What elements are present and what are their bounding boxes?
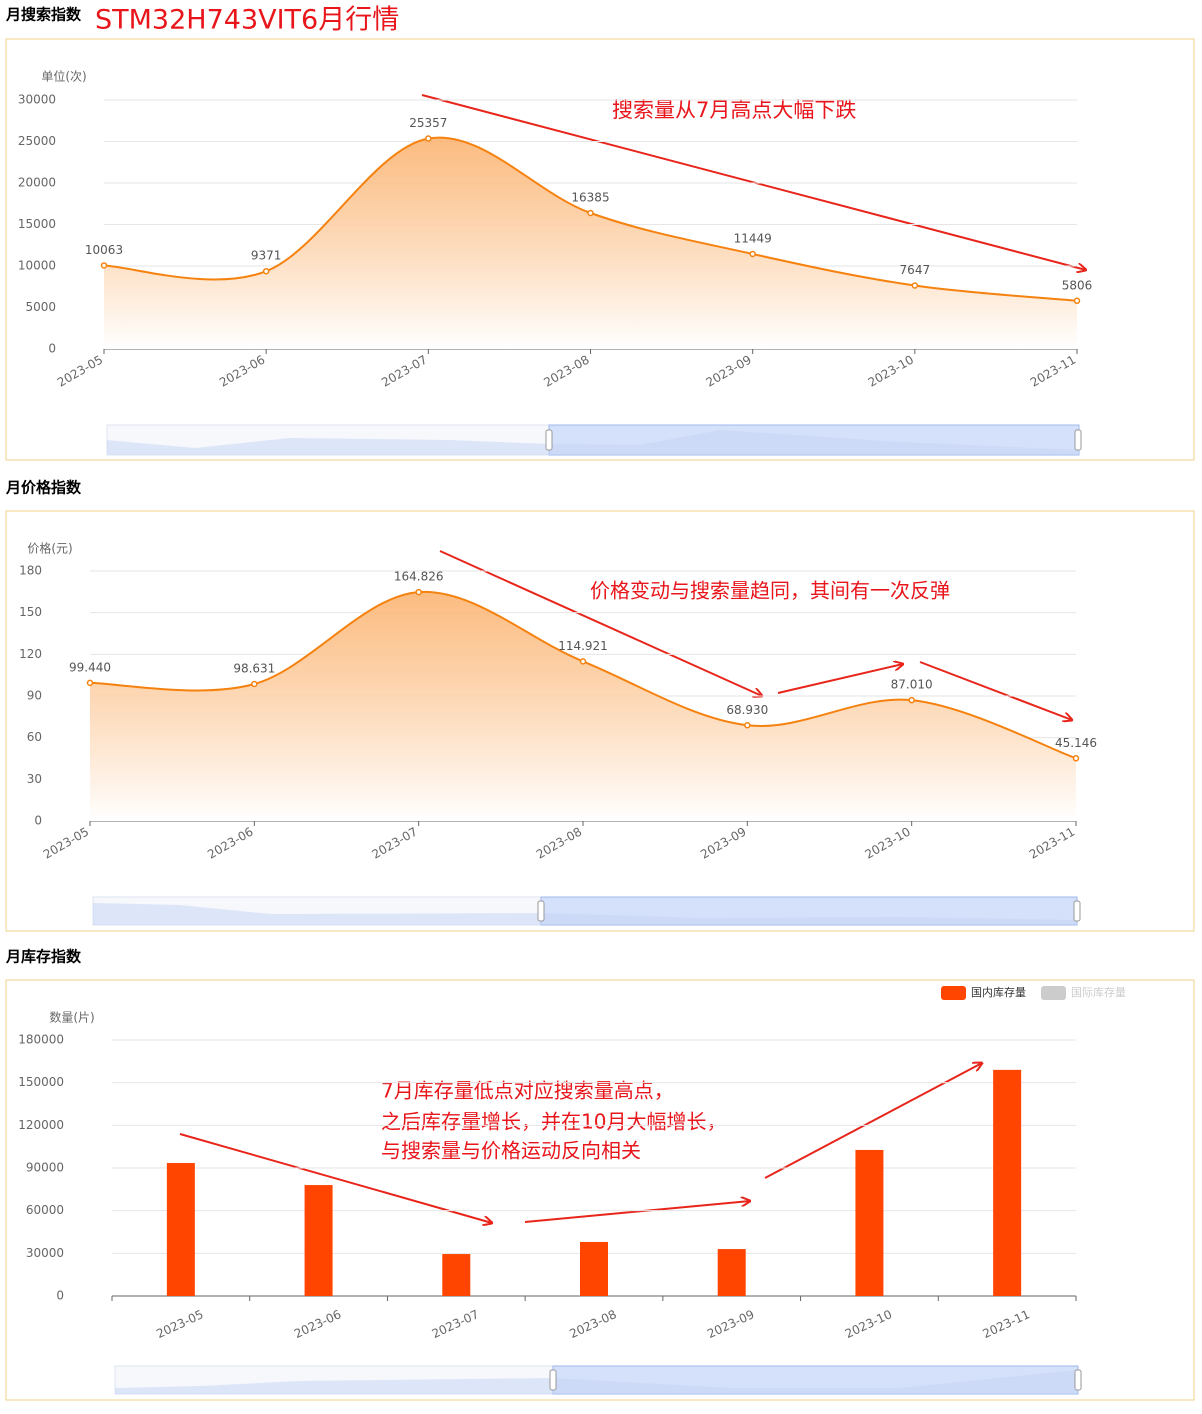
point [251, 680, 258, 688]
value-label: 98.631 [233, 662, 275, 676]
y-tick-label: 10000 [18, 259, 56, 273]
y-tick-label: 30000 [26, 1246, 64, 1260]
arrow [919, 661, 1072, 720]
point [415, 588, 422, 596]
legend-swatch [941, 986, 966, 1000]
point [100, 262, 108, 269]
area [104, 137, 1077, 349]
y-tick-label: 120 [19, 647, 42, 661]
y-tick-label: 30 [27, 772, 42, 786]
y-tick-label: 150000 [18, 1075, 64, 1089]
value-label: 7647 [900, 263, 931, 277]
annotation: 7月库存量低点对应搜索量高点， [381, 1079, 674, 1103]
value-label: 16385 [571, 191, 609, 205]
y-tick-label: 90000 [26, 1161, 64, 1175]
point [744, 722, 751, 729]
arrow [524, 1201, 750, 1223]
y-tick-label: 180000 [18, 1033, 64, 1047]
y-tick-label: 150 [19, 605, 42, 619]
point [262, 267, 270, 275]
y-axis-label: 价格(元) [27, 541, 72, 556]
point [908, 696, 915, 704]
bar [717, 1249, 746, 1296]
data-zoom[interactable] [114, 1365, 1082, 1395]
y-tick-label: 15000 [18, 217, 56, 231]
area [90, 591, 1076, 821]
value-label: 10063 [85, 243, 123, 257]
arrow [777, 664, 903, 694]
bar [855, 1149, 884, 1296]
y-tick-label: 120000 [18, 1118, 64, 1132]
point [579, 658, 587, 665]
value-label: 9371 [251, 249, 282, 263]
section-title: 月价格指数 [5, 479, 82, 497]
y-tick-label: 0 [34, 814, 42, 828]
y-axis-label: 单位(次) [41, 69, 86, 84]
point [1072, 755, 1080, 762]
y-tick-label: 25000 [18, 134, 56, 148]
point [86, 679, 94, 687]
arrow [439, 550, 762, 696]
annotation: 与搜索量与价格运动反向相关 [381, 1139, 641, 1163]
y-tick-label: 180 [19, 564, 42, 578]
y-tick-label: 0 [56, 1289, 64, 1303]
point [749, 250, 756, 258]
y-axis-label: 数量(片) [49, 1010, 94, 1025]
y-tick-label: 60000 [26, 1203, 64, 1217]
value-label: 87.010 [891, 678, 933, 692]
annotation: 价格变动与搜索量趋同，其间有一次反弹 [590, 579, 950, 603]
y-tick-label: 20000 [18, 176, 56, 190]
value-label: 45.146 [1055, 736, 1097, 750]
annotation: 之后库存量增长，并在10月大幅增长， [381, 1110, 726, 1134]
section-title: 月库存指数 [5, 948, 82, 966]
value-label: 114.921 [558, 639, 608, 653]
value-label: 5806 [1062, 278, 1093, 292]
legend-swatch [1041, 986, 1066, 1000]
value-label: 11449 [734, 231, 772, 245]
point [911, 282, 919, 289]
value-label: 164.826 [394, 570, 444, 584]
point [1073, 297, 1081, 305]
y-tick-label: 90 [27, 689, 42, 703]
y-tick-label: 60 [27, 730, 42, 744]
value-label: 68.930 [726, 703, 768, 717]
point [587, 209, 594, 217]
y-tick-label: 30000 [18, 93, 56, 107]
bar [304, 1185, 333, 1296]
value-label: 99.440 [69, 660, 111, 674]
bar [166, 1163, 195, 1296]
bar [993, 1069, 1022, 1296]
bar [580, 1241, 608, 1296]
legend-label[interactable]: 国际库存量 [1071, 985, 1126, 999]
section-title: 月搜索指数 [5, 6, 82, 24]
bar [442, 1254, 471, 1296]
data-zoom[interactable] [92, 896, 1081, 926]
legend-label[interactable]: 国内库存量 [971, 985, 1026, 999]
arrow [179, 1133, 492, 1223]
page-title: STM32H743VIT6月行情 [95, 5, 399, 36]
y-tick-label: 0 [48, 342, 56, 356]
y-tick-label: 5000 [25, 300, 56, 314]
value-label: 25357 [409, 116, 447, 130]
data-zoom[interactable] [106, 424, 1082, 456]
point [425, 135, 432, 142]
annotation: 搜索量从7月高点大幅下跌 [612, 98, 856, 122]
